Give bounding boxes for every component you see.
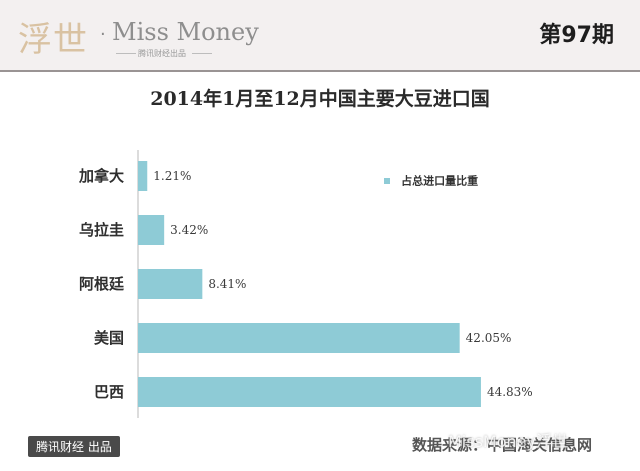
chart-legend: 占总进口量比重 <box>384 170 478 189</box>
chart-title: 2014年1月至12月中国主要大豆进口国 <box>150 88 490 110</box>
bar <box>138 215 165 245</box>
logo-rule-left <box>116 53 136 54</box>
data-label: 3.42% <box>170 223 208 237</box>
legend-label: 占总进口量比重 <box>401 174 479 188</box>
data-label: 44.83% <box>487 385 533 399</box>
legend-swatch <box>384 177 390 184</box>
data-label: 42.05% <box>466 331 512 345</box>
logo-rule-right <box>192 53 212 54</box>
publisher-badge: 腾讯财经 出品 <box>28 436 120 457</box>
category-label: 巴西 <box>94 383 124 401</box>
data-source-note: 数据来源：中国海关信息网 <box>412 436 593 454</box>
bar <box>138 269 203 299</box>
header-divider <box>0 70 640 72</box>
bar <box>138 323 460 353</box>
logo-glyphs: 浮世 <box>18 20 88 60</box>
watermark-text: MissMoney浮世 <box>448 432 568 451</box>
logo-subtitle: 腾讯财经出品 <box>138 49 186 58</box>
logo-separator: · <box>100 24 106 45</box>
logo-name: Miss Money <box>112 18 259 46</box>
header-band: 浮世 · Miss Money 腾讯财经出品 第97期 <box>0 0 640 70</box>
category-label: 美国 <box>94 329 124 347</box>
issue-number: 第97期 <box>539 23 614 48</box>
data-label: 8.41% <box>208 277 246 291</box>
bar <box>138 377 481 407</box>
data-label: 1.21% <box>153 169 191 183</box>
bar <box>138 161 148 191</box>
category-label: 加拿大 <box>78 167 124 185</box>
category-label: 阿根廷 <box>79 275 125 293</box>
bar-group: 加拿大 1.21% 乌拉圭 3.42% 阿根廷 8.41% 美国 42.05% 巴西 44.83% <box>78 161 533 407</box>
category-label: 乌拉圭 <box>79 221 124 239</box>
